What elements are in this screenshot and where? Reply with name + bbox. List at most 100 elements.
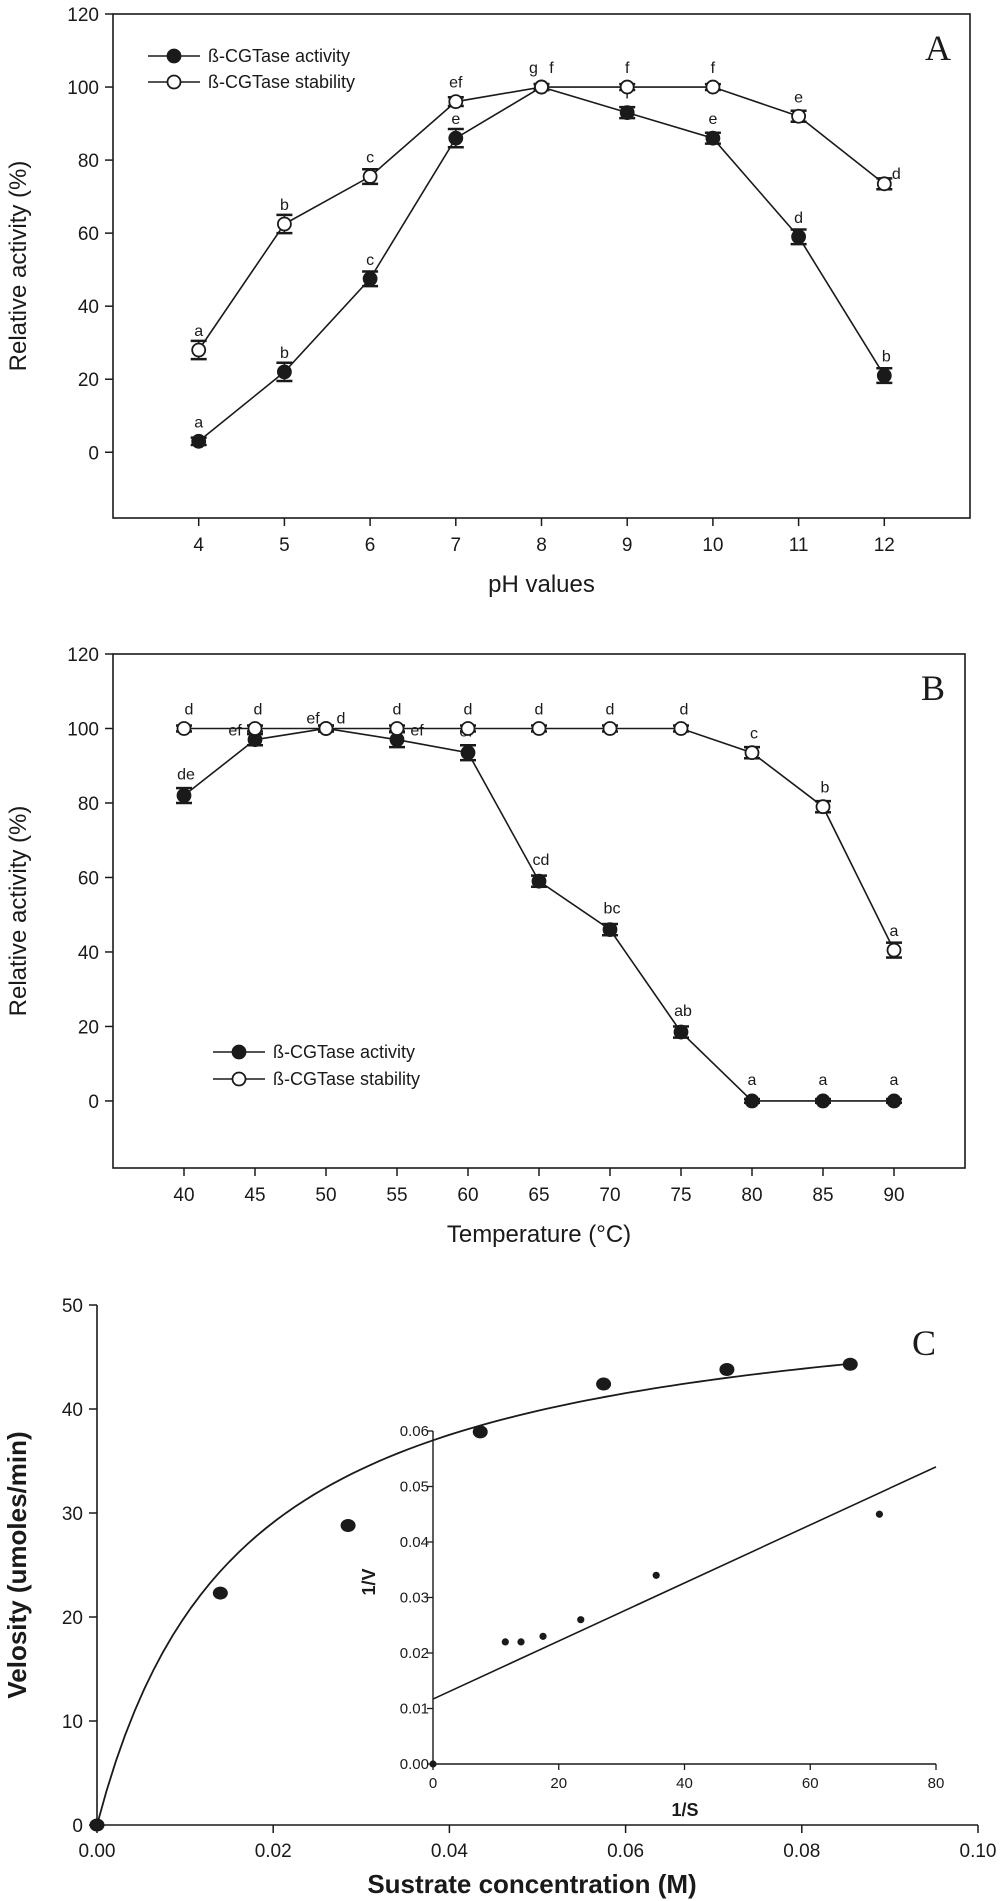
data-point-stability [886,942,902,958]
data-point-stability [191,342,207,358]
data-point-stability [815,799,831,815]
x-tick-label: 7 [451,535,462,556]
x-tick-label: 80 [741,1185,762,1206]
x-tick-label: 70 [599,1185,620,1206]
inset-y-tick-label: 0.05 [400,1479,429,1496]
inset-regression-line [432,1466,937,1700]
data-point-activity [276,364,292,380]
significance-label: d [794,210,803,227]
significance-label: e [451,111,460,128]
significance-label: ef [449,75,463,92]
data-point-stability [534,79,549,95]
data-point-activity [744,1093,760,1109]
y-axis-title: Velosity (umoles/min) [2,1431,32,1698]
legend-label: ß-CGTase stability [273,1069,420,1089]
data-point-activity [460,745,476,761]
inset-x-axis-title: 1/S [671,1800,698,1820]
x-tick-label: 8 [536,535,547,556]
data-point-stability [176,721,192,736]
significance-label: d [337,710,346,727]
significance-label: d [892,166,901,183]
data-point-stability [744,745,760,761]
significance-label: b [882,349,891,366]
inset-x-tick-label: 80 [928,1775,945,1792]
x-tick-label: 0.10 [960,1841,997,1862]
x-tick-label: 0.00 [79,1841,116,1862]
inset-y-axis-title: 1/V [359,1568,379,1595]
legend-marker-stability [231,1071,247,1087]
inset-y-tick-label: 0.00 [400,1756,429,1773]
significance-label: d [680,701,689,718]
y-tick-label: 20 [78,1017,99,1038]
panel-c-chart: 0 10 20 30 40 50 0.00 0.02 0.04 0.06 0.08 0.10 Sustr… [2,1296,996,1899]
significance-label: a [748,1072,757,1089]
inset-data-point [875,1510,884,1518]
data-point-activity [602,922,618,938]
y-axis-title: Relative activity (%) [5,806,32,1017]
data-point-stability [362,169,378,184]
x-tick-label: 60 [457,1185,478,1206]
inset-y-tick-label: 0.02 [400,1645,429,1662]
significance-label: b [280,197,289,214]
data-point [842,1357,858,1371]
significance-label: f [711,60,716,77]
data-point [89,1818,105,1832]
data-point-activity [531,873,547,889]
significance-label: e [708,111,717,128]
legend-label: ß-CGTase stability [208,72,355,92]
x-tick-label: 0.04 [431,1841,468,1862]
data-point [596,1377,612,1391]
panel-letter: B [921,668,945,708]
significance-label: bc [604,901,621,918]
y-tick-label: 100 [67,78,99,99]
y-tick-label: 40 [78,943,99,964]
significance-label: d [393,701,402,718]
significance-label: e [794,89,803,106]
x-axis-title: Sustrate concentration (M) [367,1869,696,1899]
data-point-activity [876,368,892,383]
data-point-stability [619,79,635,95]
data-point-activity [791,229,806,245]
data-point-activity [815,1093,831,1109]
significance-label: f [625,60,630,77]
legend-marker-stability [166,74,182,90]
y-tick-label: 10 [62,1712,83,1733]
y-tick-label: 60 [78,224,99,245]
inset-x-tick-label: 60 [802,1775,819,1792]
data-point-activity [673,1024,689,1040]
data-point-activity [362,271,378,287]
x-tick-label: 10 [702,535,723,556]
x-tick-label: 45 [244,1185,265,1206]
data-point-activity [448,130,464,146]
inset-x-tick-label: 0 [429,1775,437,1792]
inset-data-point [429,1760,437,1768]
x-tick-label: 90 [883,1185,904,1206]
significance-label: a [194,323,203,340]
y-tick-label: 40 [62,1400,83,1421]
legend-marker-activity [166,48,182,64]
inset-y-tick-label: 0.01 [400,1701,429,1718]
significance-label: c [750,726,758,743]
data-point-activity [176,788,192,803]
x-tick-label: 6 [365,535,376,556]
inset-chart: 0.00 0.01 0.02 0.03 0.04 0.05 0.06 0 20 40 60 80 1/S… [359,1423,944,1820]
significance-label: ab [674,1003,692,1020]
data-point-stability [602,721,618,736]
significance-label: d [464,701,473,718]
significance-label: d [606,701,615,718]
x-tick-label: 65 [528,1185,549,1206]
data-point-activity [886,1093,902,1109]
y-tick-label: 120 [67,645,99,666]
inset-data-point [517,1638,525,1646]
data-point [340,1518,356,1532]
data-point [212,1586,228,1600]
significance-label: d [185,701,194,718]
y-tick-label: 20 [62,1608,83,1629]
fit-curve [96,1362,851,1826]
panel-letter: C [912,1323,936,1363]
significance-label: c [366,252,374,269]
y-tick-label: 0 [72,1816,83,1837]
x-tick-label: 85 [812,1185,833,1206]
panel-a-chart: 0 20 40 60 80 100 120 4 5 6 7 8 9 10 11 12 pH values Rela… [5,5,971,598]
inset-y-tick-label: 0.06 [400,1423,429,1440]
